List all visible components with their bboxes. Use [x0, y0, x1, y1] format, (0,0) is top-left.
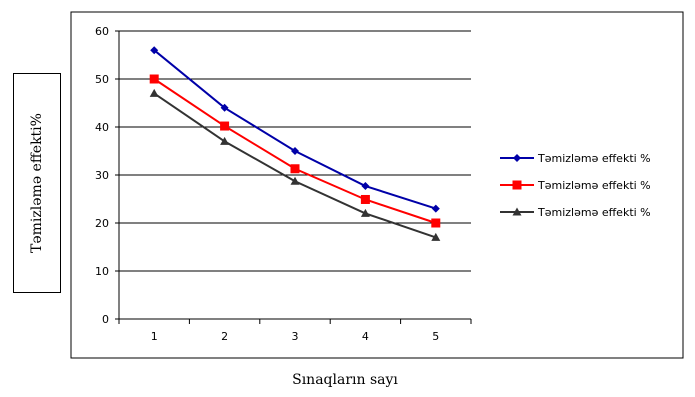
- data-point: [361, 182, 370, 191]
- x-tick-label: 2: [221, 330, 228, 343]
- x-tick-label: 5: [432, 330, 439, 343]
- legend-label: Təmizləmə effekti %: [537, 179, 651, 192]
- data-point: [220, 136, 230, 145]
- y-axis-label: Təmizləmə effekti%: [29, 113, 45, 253]
- legend-marker: [512, 207, 522, 216]
- data-point: [149, 88, 159, 97]
- series-layer: [149, 46, 441, 241]
- x-tick-label: 3: [292, 330, 299, 343]
- axes: 0 10 20 30 40 50 60 1 2 3 4 5: [95, 25, 472, 343]
- x-tick-label: 4: [362, 330, 369, 343]
- series-2: [149, 74, 441, 228]
- y-tick-label: 0: [102, 313, 109, 326]
- y-tick-label: 50: [95, 73, 109, 86]
- y-tick-label: 60: [95, 25, 109, 38]
- data-point: [150, 46, 159, 55]
- x-tick-label: 1: [151, 330, 158, 343]
- y-tick-label: 10: [95, 265, 109, 278]
- legend-item: Təmizləmə effekti %: [500, 206, 651, 219]
- data-point: [360, 208, 370, 217]
- data-point: [149, 74, 159, 84]
- series-1: [150, 46, 440, 213]
- legend-marker: [513, 154, 521, 162]
- series-3: [149, 88, 441, 241]
- y-axis-label-box: Təmizləmə effekti%: [13, 73, 61, 293]
- y-tick-label: 40: [95, 121, 109, 134]
- data-point: [431, 204, 440, 213]
- data-point: [360, 194, 370, 204]
- legend-marker: [512, 180, 522, 190]
- legend: Təmizləmə effekti % Təmizləmə effekti % Tə…: [500, 152, 651, 219]
- gridlines: [119, 30, 471, 272]
- data-point: [431, 218, 441, 228]
- y-tick-label: 30: [95, 169, 109, 182]
- legend-label: Təmizləmə effekti %: [537, 206, 651, 219]
- legend-item: Təmizləmə effekti %: [500, 179, 651, 192]
- data-point: [220, 121, 230, 131]
- chart-area-border: [70, 11, 684, 359]
- data-point: [220, 103, 229, 112]
- data-point: [291, 147, 299, 155]
- legend-label: Təmizləmə effekti %: [537, 152, 651, 165]
- x-axis-label: Sınaqların sayı: [292, 372, 398, 388]
- y-tick-label: 20: [95, 217, 109, 230]
- legend-item: Təmizləmə effekti %: [500, 152, 651, 165]
- data-point: [290, 164, 300, 174]
- data-point: [431, 232, 441, 241]
- data-point: [290, 176, 300, 185]
